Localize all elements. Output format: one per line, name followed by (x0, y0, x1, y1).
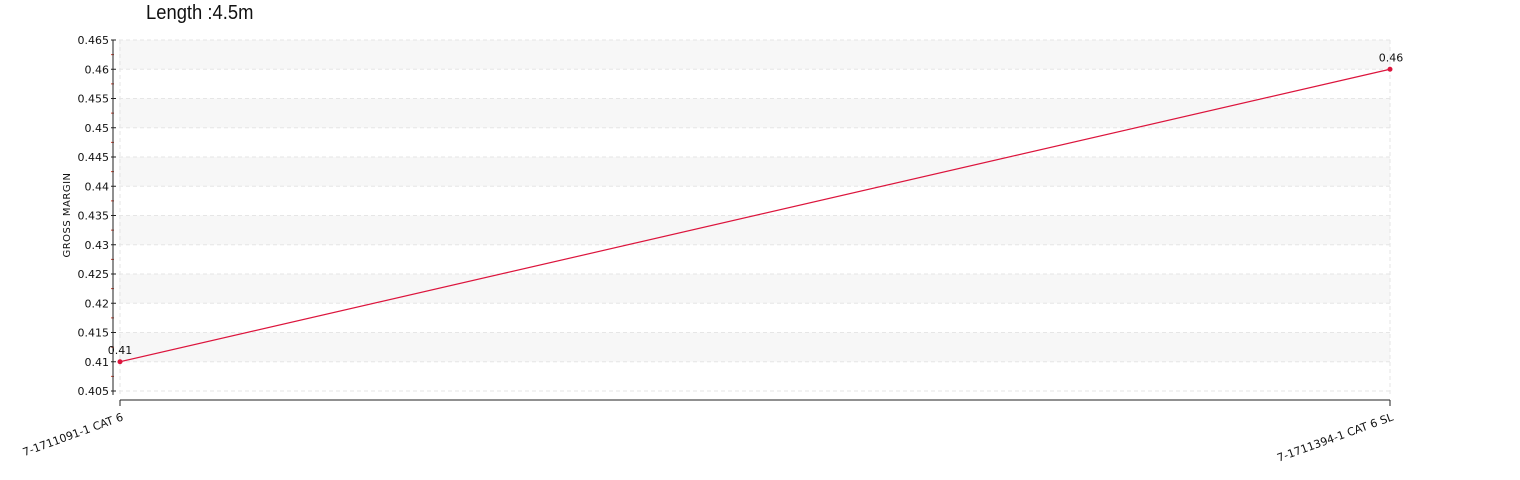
y-tick-label: 0.435 (78, 210, 110, 223)
y-tick-label: 0.45 (85, 122, 110, 135)
data-point[interactable] (1387, 66, 1393, 72)
data-point[interactable] (117, 359, 123, 365)
grid-band (119, 332, 1390, 362)
x-tick-label: 7-1711394-1 CAT 6 SL (1275, 410, 1395, 464)
grid-band (119, 157, 1390, 187)
series-layer (117, 66, 1393, 365)
y-tick-label: 0.44 (85, 180, 110, 193)
chart-title: Length :4.5m (146, 2, 254, 24)
grid-band (119, 274, 1390, 304)
grid-bands (119, 40, 1390, 362)
x-tick-label: 7-1711091-1 CAT 6 (21, 411, 125, 459)
grid-lines (119, 39, 1391, 395)
x-axis: 7-1711091-1 CAT 6 7-1711394-1 CAT 6 SL (21, 399, 1396, 465)
y-axis-title: GROSS MARGIN (62, 172, 73, 257)
data-label: 0.46 (1379, 51, 1404, 64)
y-tick-label: 0.405 (78, 385, 110, 398)
data-label: 0.41 (108, 344, 133, 357)
y-tick-label: 0.465 (78, 34, 110, 47)
data-labels: 0.41 0.46 (108, 51, 1404, 357)
grid-band (119, 40, 1390, 70)
y-tick-label: 0.41 (85, 356, 110, 369)
y-tick-label: 0.46 (85, 63, 110, 76)
y-tick-label: 0.455 (78, 93, 110, 106)
grid-band (119, 98, 1390, 128)
grid-band (119, 215, 1390, 245)
y-tick-label: 0.445 (78, 151, 110, 164)
y-axis: 0.405 0.41 0.415 0.42 0.425 0.43 0.435 0.44 0.44… (78, 34, 116, 398)
y-tick-label: 0.415 (78, 327, 110, 340)
y-tick-label: 0.425 (78, 268, 110, 281)
y-tick-label: 0.43 (85, 239, 110, 252)
series-line (119, 68, 1391, 363)
y-tick-label: 0.42 (85, 297, 110, 310)
